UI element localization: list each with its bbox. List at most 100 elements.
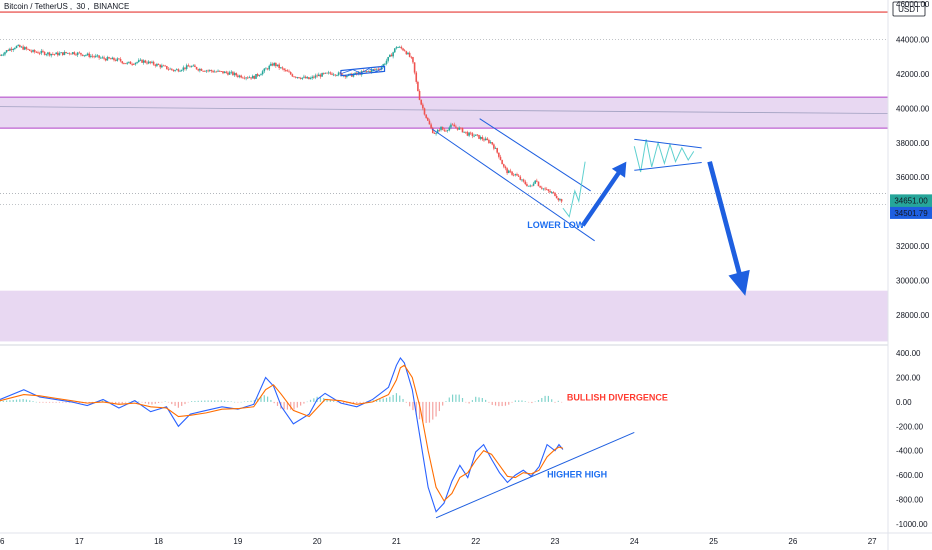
candle-body <box>341 73 343 76</box>
macd-histogram-bar <box>32 401 34 402</box>
macd-histogram-bar <box>514 400 516 402</box>
time-tick-label: 16 <box>0 537 5 546</box>
candle-body <box>554 192 556 196</box>
candle-body <box>2 54 5 56</box>
macd-histogram-bar <box>425 401 427 423</box>
candle-body <box>306 77 309 79</box>
candle-body <box>161 65 163 68</box>
macd-histogram-bar <box>154 401 156 404</box>
macd-histogram-bar <box>68 401 70 403</box>
candle-body <box>531 185 533 187</box>
candle-body <box>78 52 81 54</box>
candle-body <box>502 164 505 167</box>
candle-body <box>9 48 11 51</box>
macd-histogram-bar <box>442 401 444 406</box>
macd-histogram-bar <box>369 400 371 402</box>
candle-body <box>540 187 543 189</box>
macd-histogram-bar <box>551 399 553 402</box>
candle-body <box>559 199 561 201</box>
candle-body <box>218 70 221 72</box>
candle-body <box>524 181 527 185</box>
candle-body <box>303 76 305 78</box>
macd-histogram-bar <box>481 397 483 402</box>
macd-histogram-bar <box>121 401 123 404</box>
candle-body <box>476 134 479 136</box>
candle-body <box>223 71 226 74</box>
candle-body <box>440 126 442 130</box>
time-tick-label: 27 <box>868 537 877 546</box>
candle-body <box>83 55 86 57</box>
candle-body <box>403 50 406 52</box>
macd-histogram-bar <box>451 394 454 402</box>
candle-body <box>194 65 196 68</box>
annotation-lower-low: LOWER LOW <box>527 220 584 230</box>
candle-body <box>423 108 426 115</box>
macd-tick-label: 400.00 <box>896 349 921 358</box>
candle-body <box>413 62 416 73</box>
candle-body <box>316 75 318 77</box>
candle-body <box>547 189 550 191</box>
candle-body <box>10 48 13 51</box>
candle-body <box>509 170 512 172</box>
candle-body <box>506 168 508 174</box>
candle-body <box>189 66 191 68</box>
price-tick-label: 40000.00 <box>896 104 930 113</box>
candle-body <box>428 120 431 125</box>
macd-histogram-bar <box>541 397 543 402</box>
chart-drawings[interactable] <box>340 65 750 296</box>
macd-histogram-bar <box>501 401 503 407</box>
candle-body <box>200 68 203 71</box>
candle-body <box>251 75 254 79</box>
candle-body <box>30 50 33 52</box>
macd-histogram-bar <box>171 401 173 405</box>
macd-histogram-bar <box>181 401 183 406</box>
candle-body <box>384 63 386 65</box>
candle-body <box>417 81 419 92</box>
channel-upper-line <box>479 118 591 192</box>
candle-body <box>555 195 558 199</box>
candle-body <box>208 70 211 71</box>
symbol-label: Bitcoin / TetherUS <box>4 2 68 11</box>
candle-body <box>332 74 335 76</box>
candle-body <box>544 188 546 190</box>
candle-body <box>81 54 84 56</box>
candle-body <box>0 54 3 56</box>
candle-body <box>288 71 290 73</box>
macd-histogram-bar <box>323 397 325 402</box>
candle-body <box>430 124 432 129</box>
macd-histogram-bar <box>468 401 470 404</box>
macd-histogram-bar <box>491 401 493 405</box>
candle-body <box>5 50 8 53</box>
candle-body <box>375 68 378 70</box>
candle-body <box>128 61 130 63</box>
candle-body <box>441 126 444 130</box>
candle-body <box>512 174 515 176</box>
up-arrow <box>580 161 627 227</box>
candle-body <box>28 49 31 51</box>
macd-histogram-bar <box>544 395 546 402</box>
macd-histogram-bar <box>118 401 120 405</box>
macd-histogram-bar <box>128 401 130 403</box>
candle-body <box>479 137 482 139</box>
price-candles <box>0 44 563 204</box>
candle-body <box>233 73 236 76</box>
macd-tick-label: 200.00 <box>896 374 921 383</box>
candle-body <box>286 70 289 72</box>
title-sep-2: , <box>87 2 90 11</box>
candle-body <box>552 192 555 193</box>
macd-histogram-bar <box>494 401 497 406</box>
candle-body <box>96 55 99 57</box>
candle-body <box>75 54 77 56</box>
macd-histogram-bar <box>402 398 404 402</box>
macd-line <box>0 356 564 513</box>
macd-histogram-bar <box>385 397 388 402</box>
macd-histogram-bar <box>167 401 170 403</box>
candle-body <box>390 54 393 57</box>
macd-histogram-bar <box>191 401 193 402</box>
candle-body <box>275 62 277 67</box>
candle-body <box>431 128 434 134</box>
candle-body <box>466 132 469 136</box>
candle-body <box>392 52 394 57</box>
